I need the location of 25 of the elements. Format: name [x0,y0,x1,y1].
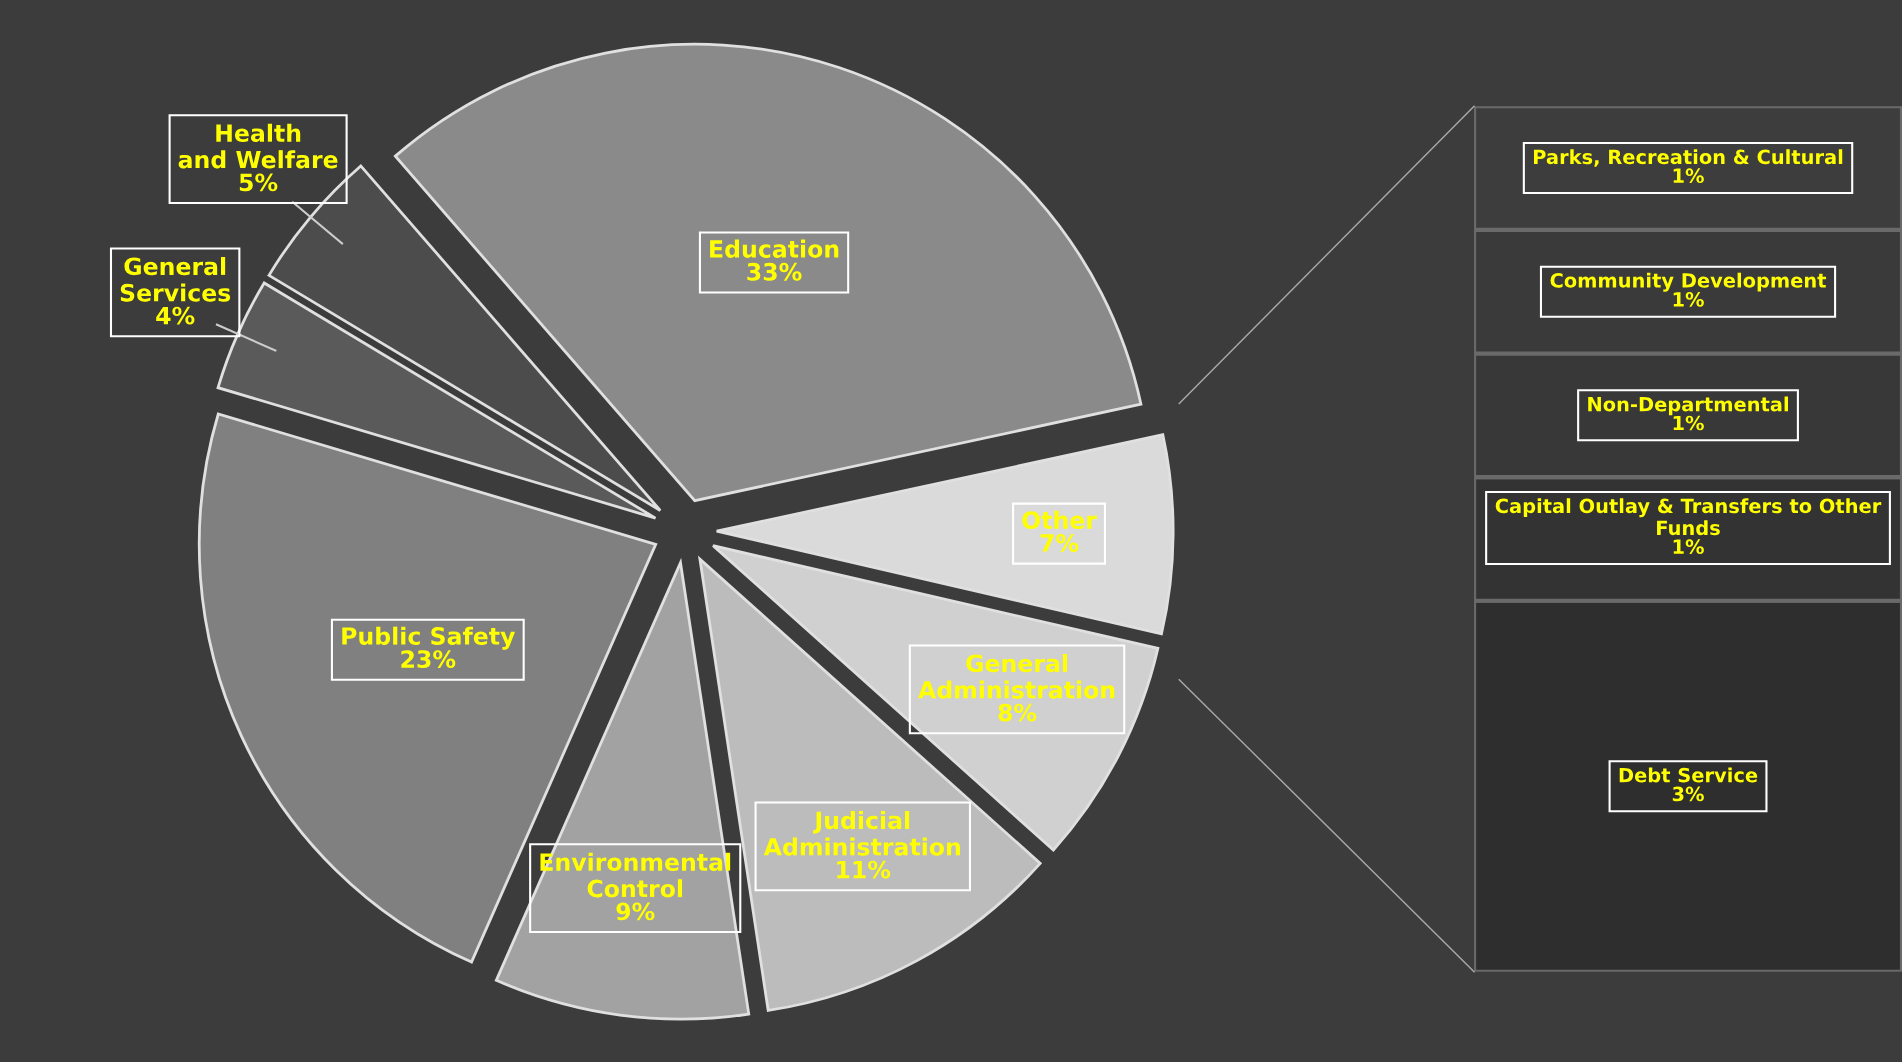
data-label: 11% [837,860,891,879]
data-label: 1% [1673,168,1704,184]
data-label: 23% [401,650,456,668]
slice-label: Health and Welfare [178,123,338,169]
data-label: 7% [1040,534,1079,552]
data-label: 9% [616,902,655,921]
slice-label: Education [710,239,839,258]
series-label: Debt Service [1619,767,1758,783]
slice-label: Public Safety [342,626,516,650]
data-label: 1% [1673,292,1704,307]
data-label: 1% [1673,415,1704,431]
series-label: Non-Departmental [1588,396,1788,416]
slice-label: Other [1022,510,1097,530]
slice-label: Judicial Administration [763,810,960,856]
data-label: 3% [1672,786,1704,802]
data-label: 4% [156,306,195,325]
data-label: 5% [239,173,278,192]
slice-label: General Services [120,256,231,302]
slice-label: General Administration [918,653,1115,699]
series-label: Capital Outlay & Transfers to Other Funds [1495,498,1882,536]
series-label: Community Development [1550,272,1827,292]
data-label: 1% [1673,539,1704,555]
series-label: Parks, Recreation & Cultural [1533,149,1843,167]
data-label: 8% [998,703,1037,722]
data-label: 33% [747,262,802,281]
